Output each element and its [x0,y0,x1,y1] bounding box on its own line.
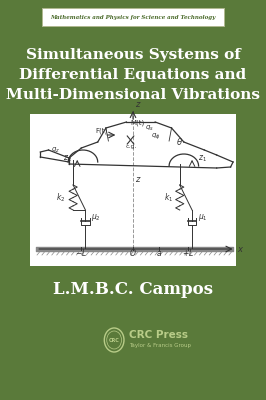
Text: Mathematics and Physics for Science and Technology: Mathematics and Physics for Science and … [50,14,216,20]
Text: $q_\phi$: $q_\phi$ [151,132,161,142]
Text: Multi-Dimensional Vibrations: Multi-Dimensional Vibrations [6,88,260,102]
Text: $q_s$: $q_s$ [145,124,154,133]
Bar [31,114,235,266]
Text: z: z [135,100,139,109]
Text: $\mu_2$: $\mu_2$ [91,212,101,223]
Text: $k_2$: $k_2$ [56,191,65,204]
Text: $k_1$: $k_1$ [164,191,173,204]
Bar [31,144,235,266]
Text: Taylor & Francis Group: Taylor & Francis Group [129,342,191,348]
Text: $z_1$: $z_1$ [198,153,207,164]
Text: $-L$: $-L$ [75,247,88,258]
Text: $q_z$: $q_z$ [51,146,60,155]
Text: $O$: $O$ [129,247,137,258]
Text: CRC: CRC [109,338,119,342]
Text: CRC Press: CRC Press [129,330,188,340]
Text: $z_2$: $z_2$ [63,153,72,164]
Text: L.M.B.C. Campos: L.M.B.C. Campos [53,282,213,298]
Text: F(t): F(t) [96,127,108,134]
Text: c.g.: c.g. [126,144,137,149]
Text: z: z [135,175,139,184]
Text: Differential Equations and: Differential Equations and [19,68,247,82]
Text: x: x [237,244,242,254]
Text: M(t): M(t) [130,119,144,126]
Text: Simultaneous Systems of: Simultaneous Systems of [26,48,240,62]
Text: $+L$: $+L$ [182,247,194,258]
FancyBboxPatch shape [42,8,224,26]
Text: $a$: $a$ [156,249,162,258]
Text: $\theta$: $\theta$ [176,136,183,147]
Text: $\mu_1$: $\mu_1$ [198,212,207,223]
